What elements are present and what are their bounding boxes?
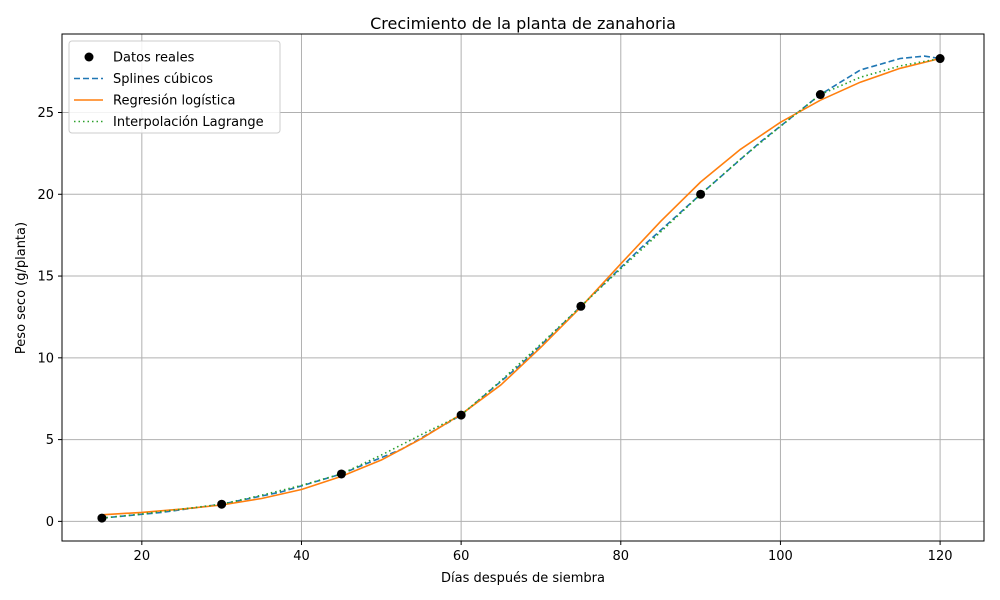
data-point (696, 189, 706, 199)
x-tick-label: 80 (613, 549, 630, 564)
series-line-splines-cubicos (101, 55, 941, 519)
x-tick-label: 100 (768, 549, 793, 564)
y-tick-label: 25 (37, 106, 54, 121)
data-point (456, 410, 466, 420)
legend-label: Datos reales (113, 51, 195, 66)
y-tick-label: 15 (37, 270, 54, 285)
y-axis-label: Peso seco (g/planta) (14, 222, 29, 354)
x-axis-label: Días después de siembra (441, 571, 605, 586)
y-tick-label: 10 (37, 351, 54, 366)
legend-box (68, 40, 281, 134)
plot-frame (61, 33, 985, 542)
data-point (336, 469, 346, 479)
legend-marker (84, 52, 94, 62)
x-tick-label: 20 (134, 549, 151, 564)
data-point (935, 54, 945, 64)
series-layer (97, 54, 945, 523)
x-tick-label: 120 (928, 549, 953, 564)
legend-label: Splines cúbicos (113, 72, 213, 87)
data-point (217, 499, 227, 509)
ticks: 20 40 60 80 100 120 0 5 10 15 20 25 (37, 106, 952, 564)
series-line-interpolacion-lagrange (101, 57, 941, 519)
legend: Datos reales Splines cúbicos Regresión log… (68, 40, 281, 134)
data-point (97, 513, 107, 523)
data-point (576, 301, 586, 311)
grid (62, 34, 984, 541)
y-tick-label: 5 (46, 433, 54, 448)
x-tick-label: 60 (453, 549, 470, 564)
x-tick-label: 40 (293, 549, 310, 564)
legend-label: Regresión logística (113, 94, 236, 109)
y-tick-label: 20 (37, 188, 54, 203)
data-point (815, 90, 825, 100)
y-tick-label: 0 (46, 515, 54, 530)
legend-label: Interpolación Lagrange (113, 115, 264, 130)
chart-title: Crecimiento de la planta de zanahoria (370, 14, 676, 33)
